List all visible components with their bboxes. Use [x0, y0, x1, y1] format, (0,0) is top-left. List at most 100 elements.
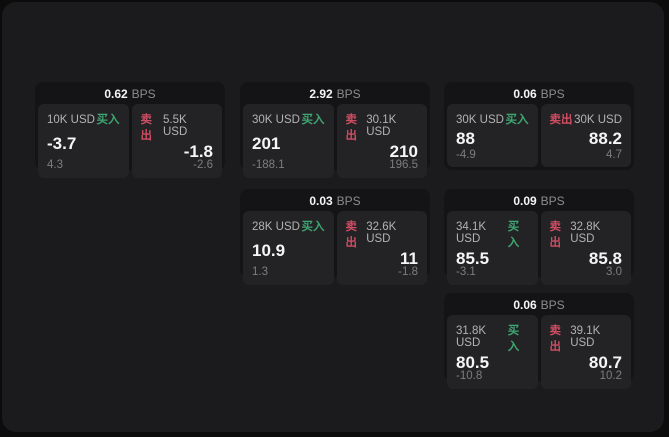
bps-value: 2.92	[309, 87, 333, 101]
bps-value: 0.06	[513, 87, 537, 101]
sell-change: 10.2	[599, 370, 622, 382]
buy-price: 80.5	[456, 353, 490, 372]
sell-price: 80.7	[588, 353, 622, 372]
buy-size-label: 10K USD	[47, 114, 95, 126]
buy-size-label: 30K USD	[456, 114, 504, 126]
buy-price-panel[interactable]: 34.1K USD 买入 85.5 -3.1	[447, 211, 538, 285]
bps-header: 0.06 BPS	[447, 85, 631, 104]
bps-value: 0.03	[309, 194, 333, 208]
panels-row: 28K USD 买入 10.9 1.3 卖出 32.6K USD 11 -1.8	[243, 211, 427, 285]
sell-size-label: 32.8K USD	[570, 221, 601, 245]
bps-header: 0.06 BPS	[447, 296, 631, 315]
sell-size-label: 30K USD	[574, 114, 622, 126]
buy-price-panel[interactable]: 10K USD 买入 -3.7 4.3	[38, 104, 129, 178]
sell-price-panel[interactable]: 卖出 30.1K USD 210 196.5	[336, 104, 427, 178]
sell-size-label: 30.1K USD	[366, 114, 397, 138]
buy-change: -4.9	[456, 148, 476, 161]
buy-size-label: 28K USD	[252, 221, 300, 233]
sell-price-panel[interactable]: 卖出 30K USD 88.2 4.7	[540, 104, 631, 167]
buy-action-label[interactable]: 买入	[505, 114, 529, 126]
buy-price: 201	[252, 134, 281, 153]
sell-change: 3.0	[606, 266, 622, 278]
sell-change: -1.8	[398, 266, 418, 278]
buy-panel-top: 10K USD 买入	[47, 111, 120, 127]
panels-row: 30K USD 买入 88 -4.9 卖出 30K USD 88.2 4.7	[447, 104, 631, 167]
sell-size-label: 5.5K USD	[162, 114, 188, 138]
buy-panel-top: 28K USD 买入	[252, 218, 325, 234]
bps-header: 0.62 BPS	[38, 85, 222, 104]
buy-action-label[interactable]: 买入	[301, 221, 325, 233]
quote-card: 0.06 BPS 30K USD 买入 88 -4.9 卖出 30K USD 88…	[444, 82, 634, 170]
bps-header: 2.92 BPS	[243, 85, 427, 104]
bps-unit-label: BPS	[540, 194, 565, 208]
quote-card: 0.06 BPS 31.8K USD 买入 80.5 -10.8 卖出 39.1K…	[444, 293, 634, 389]
buy-price-panel[interactable]: 30K USD 买入 201 -188.1	[243, 104, 334, 178]
buy-size-label: 34.1K USD	[456, 221, 487, 245]
sell-change: 4.7	[606, 148, 622, 161]
sell-price-panel[interactable]: 卖出 32.8K USD 85.8 3.0	[540, 211, 631, 285]
sell-size-label: 39.1K USD	[570, 325, 601, 349]
sell-panel-top: 卖出 30K USD	[550, 111, 623, 127]
sell-panel-top: 卖出 39.1K USD	[550, 322, 623, 354]
buy-price-panel[interactable]: 28K USD 买入 10.9 1.3	[243, 211, 334, 285]
quote-card: 0.62 BPS 10K USD 买入 -3.7 4.3 卖出 5.5K USD …	[35, 82, 225, 178]
sell-action-label[interactable]: 卖出	[549, 114, 573, 126]
bps-unit-label: BPS	[336, 87, 361, 101]
sell-size-label: 32.6K USD	[366, 221, 397, 245]
bps-value: 0.62	[104, 87, 128, 101]
bps-value: 0.09	[513, 194, 537, 208]
sell-action-label[interactable]: 卖出	[140, 114, 153, 142]
buy-change: -188.1	[252, 159, 285, 171]
buy-price-panel[interactable]: 31.8K USD 买入 80.5 -10.8	[447, 315, 538, 389]
bps-unit-label: BPS	[131, 87, 156, 101]
quote-card: 0.09 BPS 34.1K USD 买入 85.5 -3.1 卖出 32.8K …	[444, 189, 634, 285]
buy-size-label: 30K USD	[252, 114, 300, 126]
panels-row: 34.1K USD 买入 85.5 -3.1 卖出 32.8K USD 85.8…	[447, 211, 631, 285]
sell-action-label[interactable]: 卖出	[549, 221, 562, 249]
quote-card: 2.92 BPS 30K USD 买入 201 -188.1 卖出 30.1K U…	[240, 82, 430, 178]
buy-panel-top: 34.1K USD 买入	[456, 218, 529, 250]
bps-unit-label: BPS	[540, 298, 565, 312]
buy-change: -10.8	[456, 370, 483, 382]
panels-row: 31.8K USD 买入 80.5 -10.8 卖出 39.1K USD 80.…	[447, 315, 631, 389]
sell-change: -2.6	[193, 159, 213, 171]
buy-price-panel[interactable]: 30K USD 买入 88 -4.9	[447, 104, 538, 167]
bps-header: 0.03 BPS	[243, 192, 427, 211]
buy-price: -3.7	[47, 134, 77, 153]
sell-price-panel[interactable]: 卖出 5.5K USD -1.8 -2.6	[131, 104, 222, 178]
buy-price: 88	[456, 128, 475, 148]
sell-price: 85.8	[588, 249, 622, 268]
sell-action-label[interactable]: 卖出	[345, 114, 358, 142]
buy-panel-top: 31.8K USD 买入	[456, 322, 529, 354]
sell-action-label[interactable]: 卖出	[345, 221, 358, 249]
sell-change: 196.5	[389, 159, 418, 171]
sell-panel-top: 卖出 32.8K USD	[550, 218, 623, 250]
buy-action-label[interactable]: 买入	[301, 114, 325, 126]
sell-panel-top: 卖出 32.6K USD	[346, 218, 419, 250]
buy-action-label[interactable]: 买入	[507, 221, 520, 249]
sell-price: 11	[400, 249, 418, 268]
panels-row: 30K USD 买入 201 -188.1 卖出 30.1K USD 210 1…	[243, 104, 427, 178]
buy-change: 4.3	[47, 159, 63, 171]
bps-unit-label: BPS	[540, 87, 565, 101]
sell-price: 210	[389, 142, 418, 161]
buy-price: 85.5	[456, 249, 490, 268]
sell-price: -1.8	[183, 142, 213, 161]
buy-action-label[interactable]: 买入	[96, 114, 120, 126]
panels-row: 10K USD 买入 -3.7 4.3 卖出 5.5K USD -1.8 -2.…	[38, 104, 222, 178]
sell-panel-top: 卖出 30.1K USD	[346, 111, 419, 143]
sell-price-panel[interactable]: 卖出 39.1K USD 80.7 10.2	[540, 315, 631, 389]
sell-price: 88.2	[588, 128, 622, 148]
buy-action-label[interactable]: 买入	[507, 325, 520, 353]
buy-price: 10.9	[252, 241, 286, 260]
sell-price-panel[interactable]: 卖出 32.6K USD 11 -1.8	[336, 211, 427, 285]
buy-size-label: 31.8K USD	[456, 325, 487, 349]
buy-panel-top: 30K USD 买入	[456, 111, 529, 127]
buy-change: -3.1	[456, 266, 476, 278]
sell-action-label[interactable]: 卖出	[549, 325, 562, 353]
bps-header: 0.09 BPS	[447, 192, 631, 211]
quote-card: 0.03 BPS 28K USD 买入 10.9 1.3 卖出 32.6K USD…	[240, 189, 430, 285]
bps-value: 0.06	[513, 298, 537, 312]
sell-panel-top: 卖出 5.5K USD	[141, 111, 214, 143]
